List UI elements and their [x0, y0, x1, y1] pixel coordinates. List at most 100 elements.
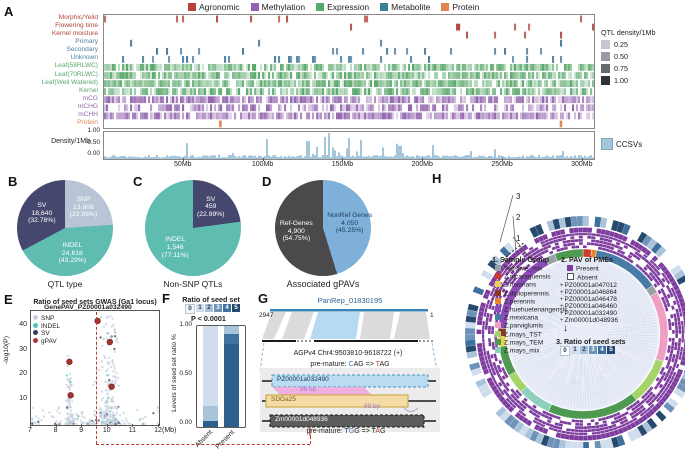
gene-tick-icon: +	[560, 297, 564, 303]
codon-text: AG =>	[354, 361, 376, 368]
sample-swatch	[495, 290, 501, 296]
stacked-bar	[224, 326, 239, 427]
sample-label: Z.nicaraguensis	[504, 274, 551, 281]
heatmap-row	[122, 56, 562, 63]
heatmap-row-label: Leaf(70RLWC)	[0, 71, 98, 79]
stacked-bar-plot	[196, 325, 246, 428]
ring-callout-3: 3	[516, 192, 521, 201]
qtl-density-value: 1.00	[614, 76, 628, 85]
sample-label: Z.luxurians	[504, 282, 536, 289]
sample-label: Z.mays_TEM	[504, 339, 543, 346]
gwas-legend-item: INDEL	[33, 323, 60, 331]
heatmap-row	[466, 32, 562, 39]
qtl-density-value: 0.50	[614, 52, 628, 61]
seed-set-title: Ratio of seed set	[170, 295, 252, 304]
gpav-caption: Associated gPAVs	[269, 279, 377, 289]
scale-chip: 2	[580, 346, 588, 354]
sample-swatch	[495, 331, 501, 337]
qtl-density-swatch	[601, 76, 610, 85]
axis-tick-label: 300Mb	[571, 161, 592, 168]
heatmap-row-label: Flowering time	[0, 22, 98, 30]
sample-label: Z.mays_mix	[504, 348, 540, 355]
premature-codon-top: pre-mature: CAG => TAG	[275, 361, 425, 368]
panel-f-label: F	[162, 291, 170, 306]
codon-text: pre-mature: T	[307, 428, 349, 435]
pme-gene-name: Zm00001d048936	[565, 317, 619, 324]
legend-label: Agronomic	[199, 2, 240, 12]
sample-group-item: Z.mays_mix	[495, 347, 567, 355]
scale-chip: 3	[589, 346, 597, 354]
pie-slice-label: SV 18,640 (32.78%)	[16, 202, 68, 225]
heatmap-row	[104, 96, 594, 103]
scale-chip: 5	[607, 346, 615, 354]
gwas-xtick: 11	[129, 427, 136, 434]
absent-swatch	[567, 273, 574, 280]
axis-tick-label: 50Mb	[174, 161, 192, 168]
genepav-annotation: GenePAV_PZ00001a032490	[44, 304, 132, 311]
pie-slice-label: INDEL 24,618 (43.29%)	[46, 242, 98, 265]
seed-set-ytick: 0.50	[172, 370, 192, 377]
heatmap-row	[350, 24, 594, 31]
heatmap-row-label: mCHG	[0, 103, 98, 111]
gpav-pie: NonRef Genes 4,050 (45.25%)Ref-Genes 4,9…	[275, 180, 371, 276]
scale-chip: 1	[571, 346, 579, 354]
legend-label: Protein	[452, 2, 479, 12]
gwas-legend-item: SNP	[33, 315, 60, 323]
bar-segment	[224, 326, 239, 334]
scale-chip: 4	[223, 304, 231, 312]
sample-swatch	[495, 347, 501, 353]
bar-segment	[203, 406, 218, 421]
density-ytick: 0.50	[87, 139, 100, 146]
sample-label: Z.perennis	[504, 298, 535, 305]
scale-chip: 5	[232, 304, 240, 312]
heatmap-row	[104, 104, 594, 111]
pav-pme-title: 2. PAV of PMEs	[561, 255, 613, 264]
sample-swatch	[495, 306, 501, 312]
ring-callout-2: 2	[516, 213, 521, 222]
non-snp-pie: SV 459 (22.89%)INDEL 1,546 (77.11%)	[145, 180, 241, 276]
pie-slice-label: NonRef Genes 4,050 (45.25%)	[324, 212, 376, 235]
gwas-xunit: (Mb)	[162, 427, 176, 434]
gene-tick-icon: +	[560, 290, 564, 296]
gene-structure-diagram	[258, 296, 442, 446]
sample-group-item: Z.luxurians	[495, 281, 567, 289]
axis-tick-label: 150Mb	[332, 161, 353, 168]
sample-swatch	[495, 298, 501, 304]
pvalue-label: P < 0.0001	[191, 314, 226, 323]
heatmap-row-label: mCHH	[0, 111, 98, 119]
gene-tick-icon: +	[560, 304, 564, 310]
qtl-density-swatch	[601, 40, 610, 49]
axis-tick-label: 200Mb	[412, 161, 433, 168]
sample-group-item: Z.nicaraguensis	[495, 273, 567, 281]
agronomic-swatch	[188, 3, 196, 11]
scale-chip: 1	[196, 304, 204, 312]
heatmap-row-label: Morphic/Yeild	[0, 14, 98, 22]
heatmap-row-label: Protein	[0, 119, 98, 127]
scale-chip: 0	[560, 346, 570, 356]
qtl-density-value: 0.75	[614, 64, 628, 73]
gwas-legend-item: SV	[33, 330, 60, 338]
premature-codon-bottom: pre-mature: TGG => TAG	[270, 428, 422, 435]
heatmap-row-label: mCG	[0, 95, 98, 103]
ratio-seed-sets-title: 3. Ratio of seed sets	[556, 337, 626, 346]
heatmap-row	[104, 64, 594, 71]
seed-set-ytick: 1.00	[172, 321, 192, 328]
qtl-density-item: 0.25	[601, 40, 655, 49]
sample-group-item: Z.diploperennis	[495, 290, 567, 298]
ccsv-swatch	[601, 138, 613, 150]
heatmap-row-label: Kernel moisture	[0, 30, 98, 38]
expression-swatch	[316, 3, 324, 11]
gpav-connector-vertical	[96, 312, 97, 444]
sample-swatch	[495, 339, 501, 345]
legend-item: Methylation	[251, 2, 305, 12]
heatmap-row-label: Leaf(Well Watered)	[0, 79, 98, 87]
gwas-legend-item: gPAV	[33, 338, 60, 346]
sample-group-title: 1. Sample Group	[492, 255, 549, 264]
sample-swatch	[495, 314, 501, 320]
sample-group-item: Teosinte_mix	[495, 265, 567, 273]
non-snp-caption: Non-SNP QTLs	[145, 279, 241, 289]
density-ytick: 1.00	[87, 127, 100, 134]
